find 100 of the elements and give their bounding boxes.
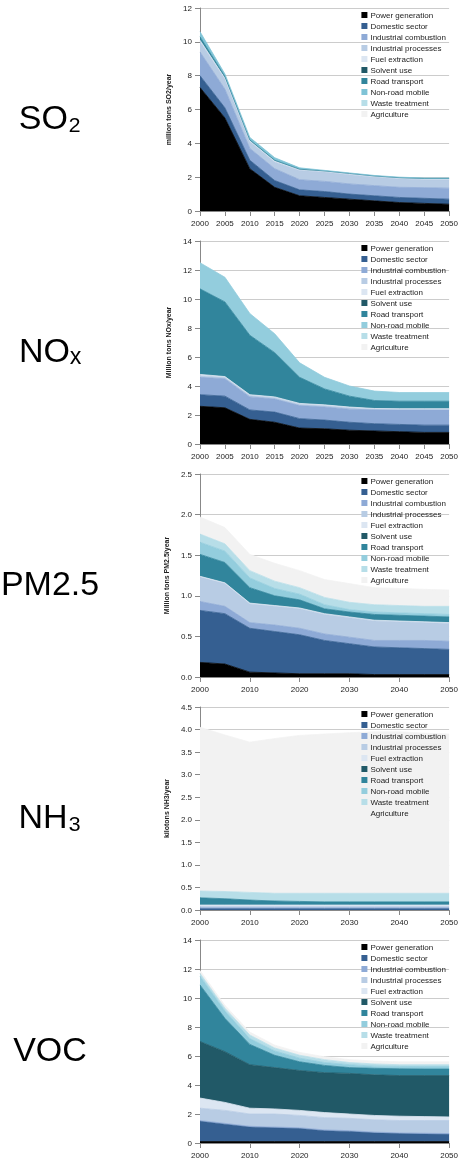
x-tick-label: 2020 [290, 917, 310, 927]
y-tick-label: 14 [183, 236, 193, 246]
text: NOₓ [18, 330, 82, 369]
x-tick-label: 2050 [440, 684, 459, 694]
legend-label: Industrial combustion [370, 498, 446, 508]
x-tick-label: 2010 [240, 684, 260, 694]
y-tick-label: 12 [183, 964, 193, 974]
legend-label: Road transport [370, 309, 425, 319]
legend-label: Fuel extraction [370, 986, 423, 996]
legend-label: Domestic sector [370, 487, 429, 497]
x-tick-label: 2020 [290, 218, 310, 228]
legend-label: Power generation [370, 942, 434, 952]
x-tick-label: 2015 [265, 218, 285, 228]
y-tick-label: 2 [187, 410, 193, 420]
legend-label: Fuel extraction [370, 54, 423, 64]
y-tick-label: 1.5 [180, 837, 193, 847]
legend-label: Agriculture [370, 1041, 410, 1051]
legend-label: Waste treatment [370, 331, 430, 341]
legend-label: Domestic sector [370, 254, 429, 264]
legend-label: Industrial combustion [370, 265, 446, 275]
x-tick-label: 2010 [240, 917, 260, 927]
text: SO₂ [18, 97, 82, 136]
y-tick-label: 2.0 [180, 510, 193, 520]
legend-label: Solvent use [370, 997, 413, 1007]
x-tick-label: 2030 [340, 451, 359, 461]
x-tick-label: 2030 [340, 218, 359, 228]
legend-label: Power generation [370, 243, 434, 253]
legend-label: Power generation [370, 709, 434, 719]
x-tick-label: 2040 [390, 917, 409, 927]
x-tick-label: 2040 [390, 218, 409, 228]
legend-label: Industrial processes [370, 742, 442, 752]
x-tick-label: 2035 [365, 451, 384, 461]
legend-label: Non-road mobile [370, 87, 431, 97]
x-tick-label: 2040 [390, 1150, 409, 1160]
y-tick-label: 1.0 [180, 591, 193, 601]
legend-label: Agriculture [370, 575, 410, 585]
legend-label: Power generation [370, 476, 434, 486]
text: NH₃ [18, 796, 82, 835]
x-tick-label: 2050 [440, 1150, 459, 1160]
x-tick-label: 2045 [415, 451, 434, 461]
legend-label: Industrial processes [370, 276, 442, 286]
x-tick-label: 2020 [290, 1150, 310, 1160]
x-tick-label: 2025 [315, 451, 334, 461]
legend-label: Non-road mobile [370, 320, 431, 330]
y-tick-label: 0.0 [180, 672, 193, 682]
legend-label: Non-road mobile [370, 1019, 431, 1029]
y-tick-label: 12 [183, 265, 193, 275]
y-tick-label: 4.5 [180, 702, 193, 712]
legend-label: Solvent use [370, 764, 413, 774]
legend-label: Road transport [370, 1008, 425, 1018]
x-tick-label: 2050 [440, 451, 459, 461]
y-tick-label: 3.0 [180, 770, 193, 780]
legend-label: Waste treatment [370, 98, 430, 108]
x-tick-label: 2025 [315, 218, 334, 228]
y-tick-label: 8 [187, 323, 193, 333]
y-tick-label: 4 [187, 381, 193, 391]
x-tick-label: 2010 [240, 451, 260, 461]
y-tick-label: 0.0 [180, 905, 193, 915]
text: PM2.5 [0, 563, 100, 602]
legend-label: Agriculture [370, 342, 410, 352]
legend-label: Road transport [370, 76, 425, 86]
y-tick-label: 6 [187, 1051, 193, 1061]
x-tick-label: 2000 [191, 451, 210, 461]
legend-label: Solvent use [370, 531, 413, 541]
y-tick-label: 2.5 [180, 469, 193, 479]
y-tick-label: 6 [187, 352, 193, 362]
x-tick-label: 2045 [415, 218, 434, 228]
x-tick-label: 2040 [390, 451, 409, 461]
x-tick-label: 2000 [191, 218, 210, 228]
x-tick-label: 2005 [216, 218, 235, 228]
legend-label: Solvent use [370, 65, 413, 75]
y-tick-label: 1.0 [180, 860, 193, 870]
legend-label: Fuel extraction [370, 520, 423, 530]
legend-label: Non-road mobile [370, 553, 431, 563]
legend-label: Industrial combustion [370, 964, 446, 974]
y-tick-label: 10 [183, 37, 193, 47]
y-tick-label: 1.5 [180, 550, 193, 560]
legend-label: Power generation [370, 10, 434, 20]
x-tick-label: 2000 [191, 917, 210, 927]
y-tick-label: 4.0 [180, 725, 193, 735]
y-tick-label: 0 [187, 439, 193, 449]
legend-label: Industrial combustion [370, 731, 446, 741]
legend-label: Fuel extraction [370, 287, 423, 297]
x-tick-label: 2030 [340, 917, 359, 927]
legend-label: Non-road mobile [370, 786, 431, 796]
y-tick-label: 8 [187, 1022, 193, 1032]
y-tick-label: 4 [187, 1080, 193, 1090]
legend-label: Domestic sector [370, 720, 429, 730]
y-tick-label: 2 [187, 1109, 193, 1119]
x-tick-label: 2030 [340, 1150, 359, 1160]
y-tick-label: 14 [183, 935, 193, 945]
x-tick-label: 2050 [440, 218, 459, 228]
x-tick-label: 2015 [265, 451, 285, 461]
legend-label: Domestic sector [370, 21, 429, 31]
legend-label: Waste treatment [370, 1030, 430, 1040]
legend-label: Waste treatment [370, 564, 430, 574]
text: VOC [13, 1029, 87, 1068]
y-tick-label: 6 [187, 105, 193, 114]
y-tick-label: 10 [183, 294, 193, 304]
y-tick-label: 0.5 [180, 631, 193, 641]
